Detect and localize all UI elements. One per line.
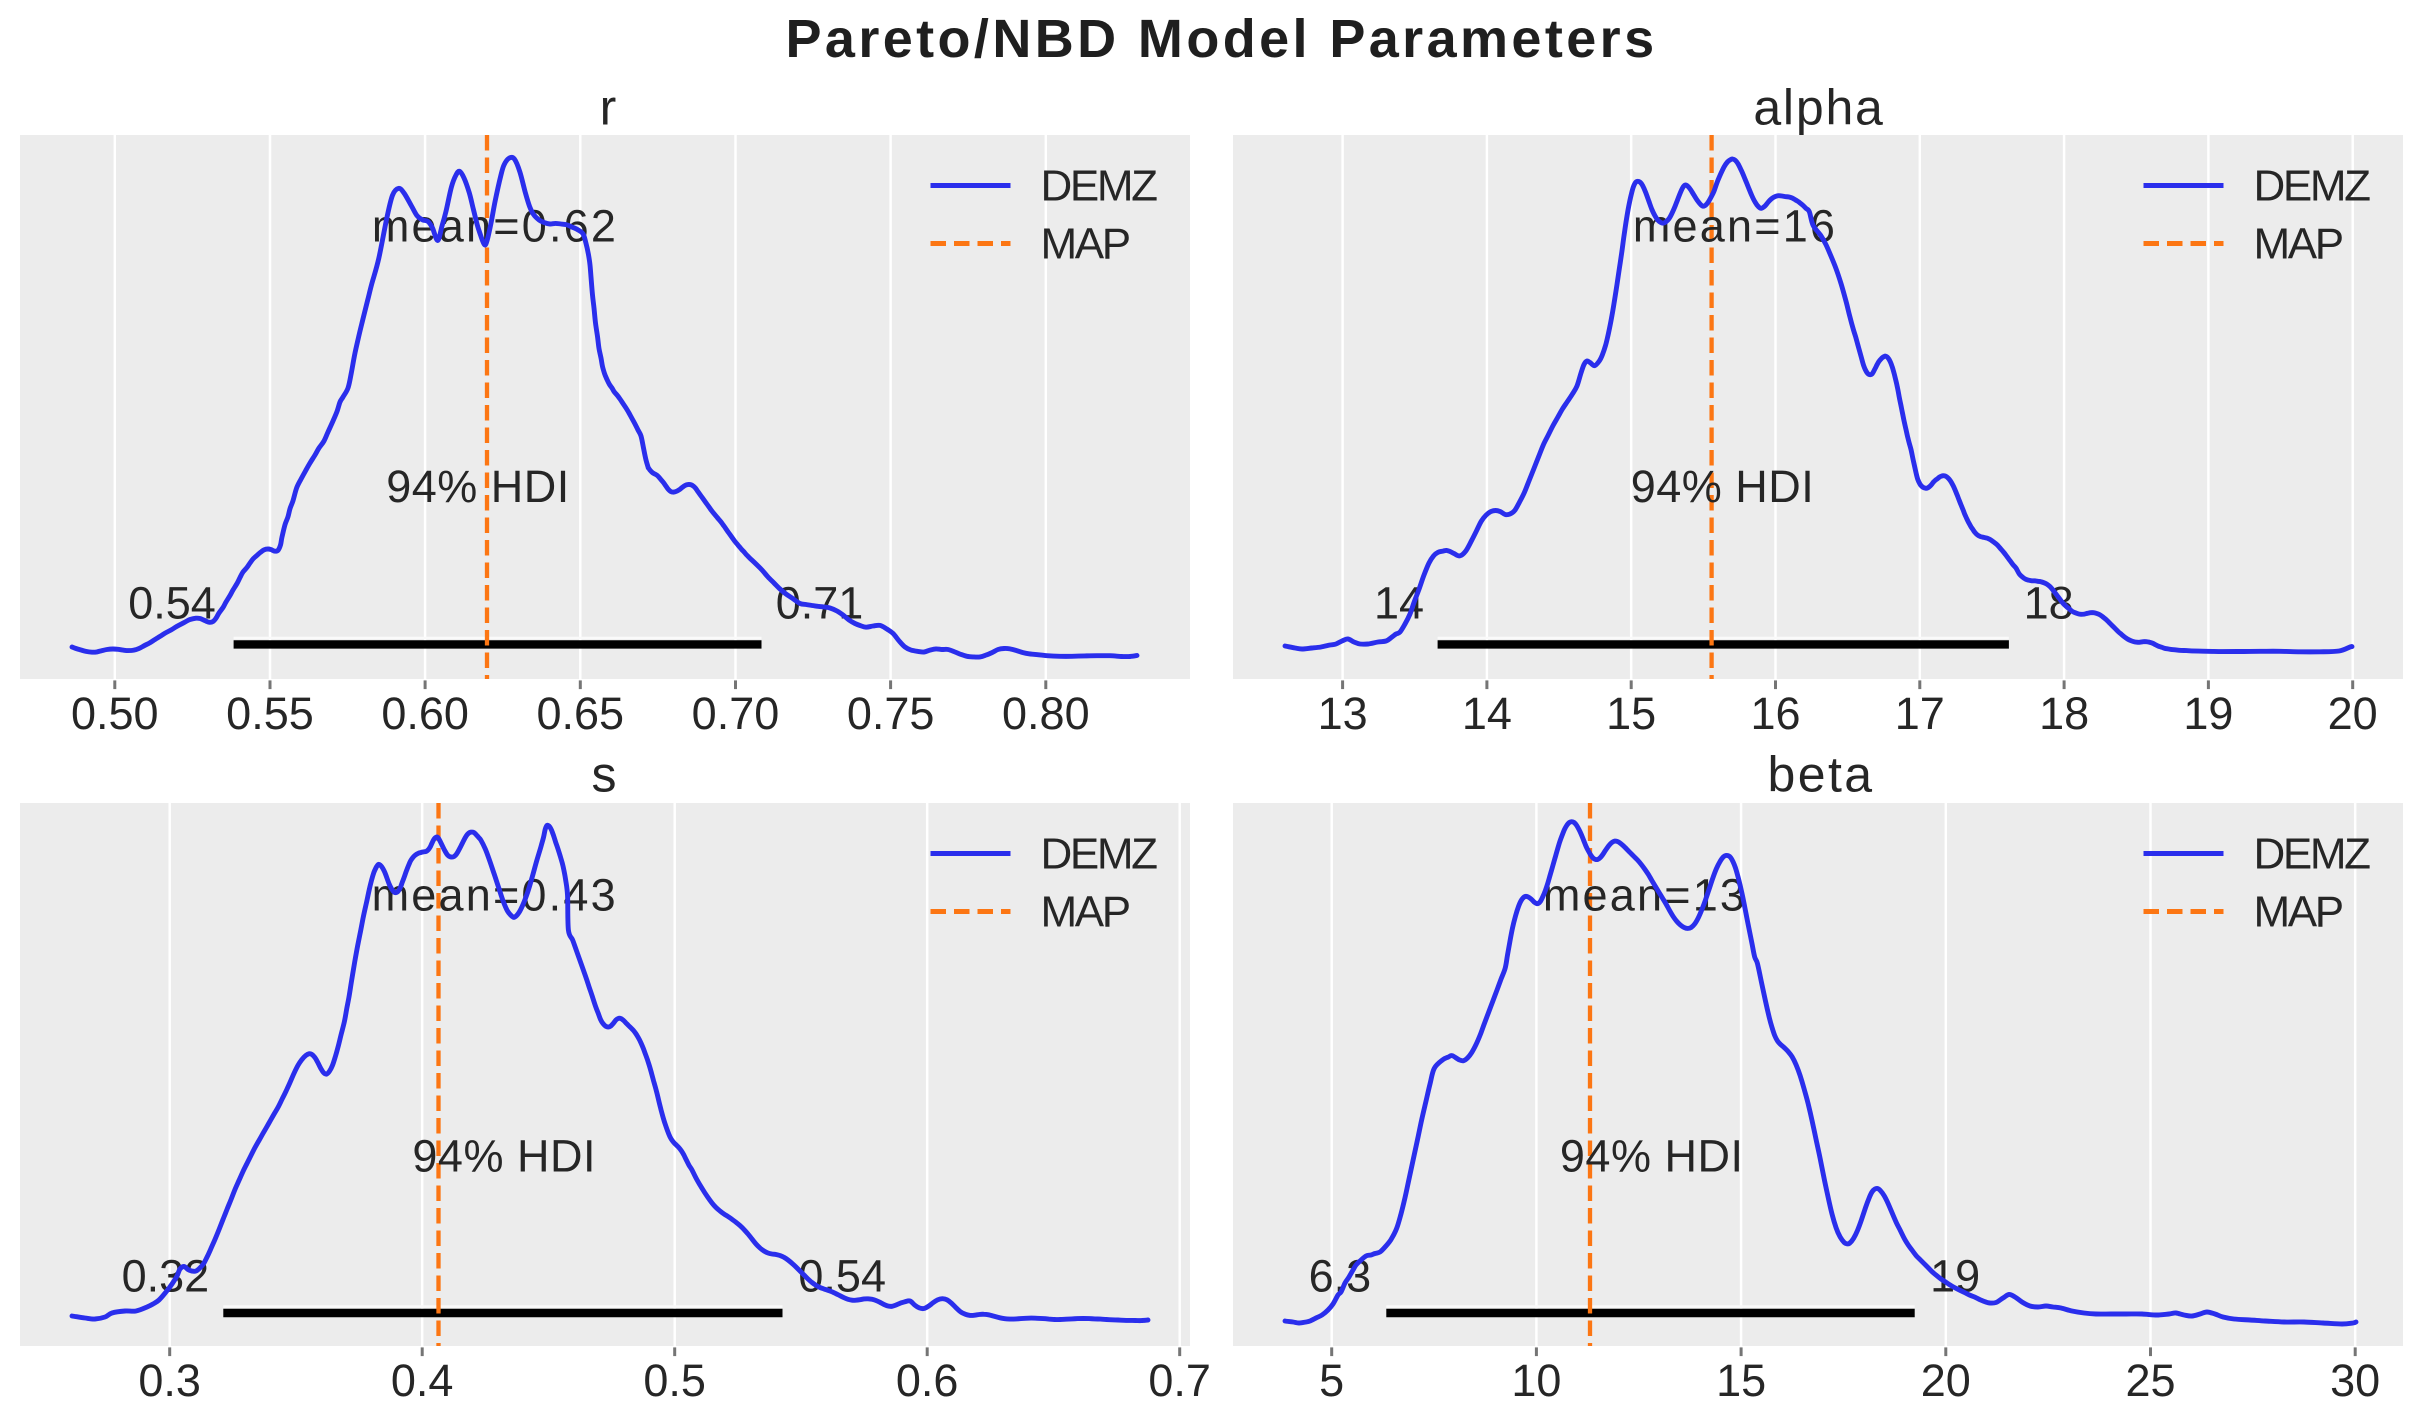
svg-text:15: 15 xyxy=(1606,688,1656,739)
svg-text:DEMZ: DEMZ xyxy=(2254,162,2371,211)
svg-text:20: 20 xyxy=(2328,688,2378,739)
svg-text:0.80: 0.80 xyxy=(1002,688,1090,739)
svg-text:18: 18 xyxy=(2039,688,2089,739)
svg-text:19: 19 xyxy=(2183,688,2233,739)
svg-text:0.75: 0.75 xyxy=(847,688,935,739)
svg-text:0.3: 0.3 xyxy=(138,1355,201,1406)
svg-text:94% HDI: 94% HDI xyxy=(1631,461,1815,512)
svg-text:15: 15 xyxy=(1716,1355,1766,1406)
svg-text:0.6: 0.6 xyxy=(896,1355,959,1406)
svg-text:13: 13 xyxy=(1318,688,1368,739)
svg-text:MAP: MAP xyxy=(2254,888,2343,937)
svg-text:MAP: MAP xyxy=(1041,220,1130,269)
svg-text:0.55: 0.55 xyxy=(226,688,314,739)
svg-text:20: 20 xyxy=(1921,1355,1971,1406)
svg-text:beta: beta xyxy=(1768,747,1875,803)
svg-text:Pareto/NBD Model Parameters: Pareto/NBD Model Parameters xyxy=(785,9,1657,69)
svg-text:5: 5 xyxy=(1319,1355,1344,1406)
svg-text:MAP: MAP xyxy=(1041,888,1130,937)
svg-text:alpha: alpha xyxy=(1753,80,1884,136)
svg-text:DEMZ: DEMZ xyxy=(1041,162,1158,211)
svg-text:DEMZ: DEMZ xyxy=(1041,830,1158,879)
svg-text:0.50: 0.50 xyxy=(71,688,159,739)
svg-text:s: s xyxy=(592,747,617,803)
svg-text:0.7: 0.7 xyxy=(1148,1355,1211,1406)
svg-text:0.70: 0.70 xyxy=(692,688,780,739)
svg-text:MAP: MAP xyxy=(2254,220,2343,269)
svg-text:17: 17 xyxy=(1895,688,1945,739)
svg-text:30: 30 xyxy=(2330,1355,2380,1406)
svg-text:0.4: 0.4 xyxy=(391,1355,454,1406)
svg-text:mean=13: mean=13 xyxy=(1543,870,1747,921)
svg-text:14: 14 xyxy=(1374,578,1424,629)
svg-text:DEMZ: DEMZ xyxy=(2254,830,2371,879)
svg-text:25: 25 xyxy=(2125,1355,2175,1406)
svg-text:0.60: 0.60 xyxy=(381,688,469,739)
svg-text:14: 14 xyxy=(1462,688,1512,739)
svg-text:0.54: 0.54 xyxy=(798,1251,886,1302)
svg-text:94% HDI: 94% HDI xyxy=(412,1131,596,1182)
svg-text:16: 16 xyxy=(1750,688,1800,739)
svg-text:0.5: 0.5 xyxy=(643,1355,706,1406)
svg-text:0.65: 0.65 xyxy=(537,688,625,739)
svg-text:94% HDI: 94% HDI xyxy=(1560,1131,1744,1182)
svg-text:10: 10 xyxy=(1511,1355,1561,1406)
svg-text:mean=16: mean=16 xyxy=(1633,201,1837,252)
svg-text:94% HDI: 94% HDI xyxy=(386,461,570,512)
svg-text:r: r xyxy=(600,80,617,136)
